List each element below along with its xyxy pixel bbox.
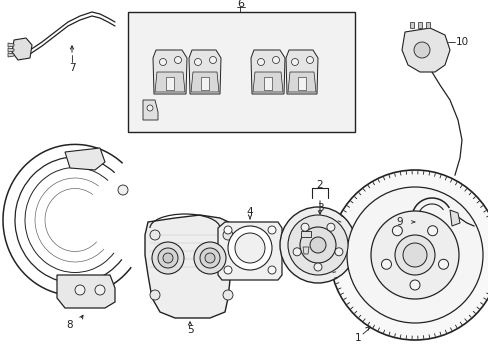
Polygon shape bbox=[8, 53, 14, 57]
Circle shape bbox=[224, 226, 231, 234]
Polygon shape bbox=[449, 210, 459, 226]
Circle shape bbox=[427, 226, 437, 236]
Circle shape bbox=[291, 58, 298, 66]
Text: 5: 5 bbox=[186, 325, 193, 335]
Circle shape bbox=[163, 253, 173, 263]
Circle shape bbox=[200, 248, 220, 268]
Polygon shape bbox=[297, 77, 305, 90]
Polygon shape bbox=[189, 50, 221, 94]
Circle shape bbox=[391, 226, 402, 236]
Circle shape bbox=[313, 263, 321, 271]
Circle shape bbox=[346, 187, 482, 323]
Text: 2: 2 bbox=[316, 180, 323, 190]
Polygon shape bbox=[301, 231, 310, 237]
Circle shape bbox=[370, 211, 458, 299]
Circle shape bbox=[147, 105, 153, 111]
Circle shape bbox=[227, 226, 271, 270]
Circle shape bbox=[194, 58, 201, 66]
Polygon shape bbox=[153, 50, 186, 94]
Circle shape bbox=[194, 242, 225, 274]
Circle shape bbox=[235, 233, 264, 263]
Polygon shape bbox=[409, 22, 413, 28]
Circle shape bbox=[257, 58, 264, 66]
Polygon shape bbox=[155, 72, 184, 92]
Circle shape bbox=[402, 243, 426, 267]
Polygon shape bbox=[425, 22, 429, 28]
Polygon shape bbox=[165, 77, 174, 90]
Text: 1: 1 bbox=[354, 333, 361, 343]
Circle shape bbox=[267, 226, 275, 234]
Text: 9: 9 bbox=[396, 217, 403, 227]
Polygon shape bbox=[303, 247, 308, 254]
Polygon shape bbox=[8, 43, 14, 47]
Bar bbox=[128, 12, 354, 132]
Circle shape bbox=[381, 259, 391, 269]
Polygon shape bbox=[57, 275, 115, 308]
Circle shape bbox=[292, 248, 301, 256]
Text: 10: 10 bbox=[454, 37, 468, 47]
Circle shape bbox=[150, 230, 160, 240]
Circle shape bbox=[152, 242, 183, 274]
Circle shape bbox=[394, 235, 434, 275]
Circle shape bbox=[287, 215, 347, 275]
Polygon shape bbox=[191, 72, 219, 92]
Polygon shape bbox=[145, 215, 238, 318]
Circle shape bbox=[309, 237, 325, 253]
Circle shape bbox=[150, 290, 160, 300]
Circle shape bbox=[158, 248, 178, 268]
Polygon shape bbox=[142, 100, 158, 120]
Text: 8: 8 bbox=[66, 320, 73, 330]
Circle shape bbox=[204, 253, 215, 263]
Polygon shape bbox=[12, 38, 32, 60]
Circle shape bbox=[224, 266, 231, 274]
Text: 3: 3 bbox=[316, 203, 323, 213]
Circle shape bbox=[301, 223, 308, 231]
Circle shape bbox=[334, 248, 342, 256]
Polygon shape bbox=[287, 72, 315, 92]
Polygon shape bbox=[218, 222, 282, 280]
Polygon shape bbox=[285, 50, 317, 94]
Text: 6: 6 bbox=[237, 0, 244, 9]
Circle shape bbox=[118, 185, 128, 195]
Polygon shape bbox=[250, 50, 285, 94]
Circle shape bbox=[209, 57, 216, 63]
Polygon shape bbox=[401, 28, 449, 72]
Circle shape bbox=[223, 290, 232, 300]
Circle shape bbox=[409, 280, 419, 290]
Circle shape bbox=[329, 170, 488, 340]
Circle shape bbox=[159, 58, 166, 66]
Polygon shape bbox=[8, 48, 14, 52]
Circle shape bbox=[306, 57, 313, 63]
Polygon shape bbox=[65, 148, 105, 170]
Circle shape bbox=[272, 57, 279, 63]
Circle shape bbox=[174, 57, 181, 63]
Polygon shape bbox=[252, 72, 283, 92]
Text: 7: 7 bbox=[68, 63, 75, 73]
Polygon shape bbox=[264, 77, 271, 90]
Circle shape bbox=[280, 207, 355, 283]
Circle shape bbox=[267, 266, 275, 274]
Polygon shape bbox=[201, 77, 208, 90]
Text: 4: 4 bbox=[246, 207, 253, 217]
Circle shape bbox=[438, 259, 447, 269]
Circle shape bbox=[326, 223, 334, 231]
Circle shape bbox=[95, 285, 105, 295]
Circle shape bbox=[299, 227, 335, 263]
Polygon shape bbox=[417, 22, 421, 28]
Circle shape bbox=[75, 285, 85, 295]
Circle shape bbox=[223, 230, 232, 240]
Circle shape bbox=[413, 42, 429, 58]
